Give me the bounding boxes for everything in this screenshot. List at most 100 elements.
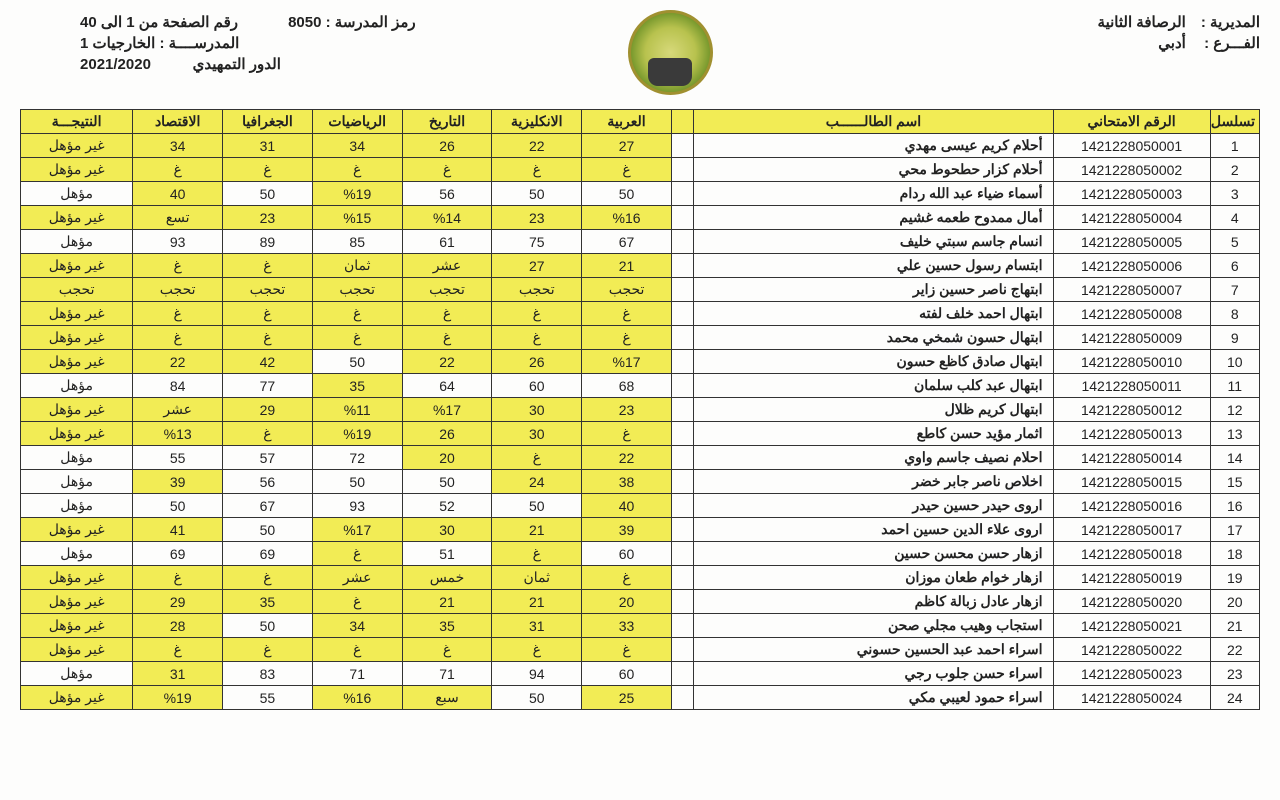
cell-math: %17 [312, 518, 402, 542]
cell-english: 23 [492, 206, 582, 230]
cell-math: غ [312, 542, 402, 566]
col-seq: تسلسل [1210, 110, 1259, 134]
cell-econ: 50 [133, 494, 223, 518]
cell-arabic: 60 [582, 542, 672, 566]
cell-math: غ [312, 638, 402, 662]
cell-arabic: 22 [582, 446, 672, 470]
cell-english: غ [492, 302, 582, 326]
cell-result: مؤهل [21, 374, 133, 398]
cell-seq: 20 [1210, 590, 1259, 614]
cell-geo: غ [223, 566, 313, 590]
cell-seq: 24 [1210, 686, 1259, 710]
cell-name: اثمار مؤيد حسن كاطع [694, 422, 1053, 446]
cell-name: ازهار عادل زبالة كاظم [694, 590, 1053, 614]
cell-blank [671, 566, 693, 590]
cell-history: تحجب [402, 278, 492, 302]
cell-exam: 1421228050012 [1053, 398, 1210, 422]
cell-arabic: 38 [582, 470, 672, 494]
cell-blank [671, 614, 693, 638]
cell-english: غ [492, 326, 582, 350]
cell-seq: 16 [1210, 494, 1259, 518]
cell-geo: 29 [223, 398, 313, 422]
table-row: 161421228050016اروى حيدر حسين حيدر405052… [21, 494, 1260, 518]
cell-math: 35 [312, 374, 402, 398]
cell-blank [671, 206, 693, 230]
cell-geo: غ [223, 302, 313, 326]
cell-econ: %19 [133, 686, 223, 710]
table-row: 171421228050017اروى علاء الدين حسين احمد… [21, 518, 1260, 542]
cell-econ: 29 [133, 590, 223, 614]
cell-blank [671, 182, 693, 206]
page-range: رقم الصفحة من 1 الى 40 [80, 14, 238, 31]
table-row: 201421228050020ازهار عادل زبالة كاظم2021… [21, 590, 1260, 614]
cell-english: 22 [492, 134, 582, 158]
cell-history: 51 [402, 542, 492, 566]
cell-geo: 77 [223, 374, 313, 398]
cell-history: 21 [402, 590, 492, 614]
cell-arabic: 60 [582, 662, 672, 686]
cell-history: 56 [402, 182, 492, 206]
cell-history: خمس [402, 566, 492, 590]
cell-exam: 1421228050017 [1053, 518, 1210, 542]
cell-english: 26 [492, 350, 582, 374]
cell-geo: غ [223, 326, 313, 350]
cell-name: أحلام كريم عيسى مهدي [694, 134, 1053, 158]
branch-value: أدبي [1158, 35, 1186, 52]
cell-result: مؤهل [21, 446, 133, 470]
cell-math: %15 [312, 206, 402, 230]
cell-math: 50 [312, 470, 402, 494]
table-row: 51421228050005انسام جاسم سبتي خليف677561… [21, 230, 1260, 254]
header-left-block: رمز المدرسة : 8050 رقم الصفحة من 1 الى 4… [20, 10, 473, 76]
cell-english: 27 [492, 254, 582, 278]
cell-blank [671, 278, 693, 302]
cell-history: 20 [402, 446, 492, 470]
cell-blank [671, 590, 693, 614]
cell-geo: 23 [223, 206, 313, 230]
cell-name: ابتسام رسول حسين علي [694, 254, 1053, 278]
cell-name: احلام نصيف جاسم واوي [694, 446, 1053, 470]
cell-exam: 1421228050016 [1053, 494, 1210, 518]
cell-econ: غ [133, 326, 223, 350]
cell-seq: 6 [1210, 254, 1259, 278]
cell-history: 61 [402, 230, 492, 254]
col-geo: الجغرافيا [223, 110, 313, 134]
cell-econ: تسع [133, 206, 223, 230]
cell-history: غ [402, 302, 492, 326]
cell-math: %11 [312, 398, 402, 422]
table-row: 231421228050023اسراء حسن جلوب رجي6094717… [21, 662, 1260, 686]
cell-result: مؤهل [21, 494, 133, 518]
cell-blank [671, 518, 693, 542]
cell-geo: 55 [223, 686, 313, 710]
cell-result: غير مؤهل [21, 638, 133, 662]
cell-arabic: 25 [582, 686, 672, 710]
cell-seq: 13 [1210, 422, 1259, 446]
cell-english: 60 [492, 374, 582, 398]
cell-arabic: غ [582, 158, 672, 182]
cell-history: 35 [402, 614, 492, 638]
cell-blank [671, 302, 693, 326]
cell-exam: 1421228050005 [1053, 230, 1210, 254]
school-name-value: الخارجيات 1 [80, 35, 155, 52]
cell-result: غير مؤهل [21, 302, 133, 326]
table-row: 11421228050001أحلام كريم عيسى مهدي272226… [21, 134, 1260, 158]
cell-result: مؤهل [21, 230, 133, 254]
cell-english: غ [492, 638, 582, 662]
cell-exam: 1421228050019 [1053, 566, 1210, 590]
cell-exam: 1421228050024 [1053, 686, 1210, 710]
cell-exam: 1421228050008 [1053, 302, 1210, 326]
col-english: الانكليزية [492, 110, 582, 134]
cell-history: غ [402, 326, 492, 350]
cell-seq: 8 [1210, 302, 1259, 326]
cell-blank [671, 350, 693, 374]
cell-arabic: 23 [582, 398, 672, 422]
cell-name: أمال ممدوح طعمه غشيم [694, 206, 1053, 230]
cell-econ: 40 [133, 182, 223, 206]
cell-blank [671, 422, 693, 446]
cell-blank [671, 446, 693, 470]
cell-exam: 1421228050010 [1053, 350, 1210, 374]
cell-arabic: 20 [582, 590, 672, 614]
cell-econ: 28 [133, 614, 223, 638]
table-row: 41421228050004أمال ممدوح طعمه غشيم%1623%… [21, 206, 1260, 230]
cell-math: 34 [312, 614, 402, 638]
cell-result: غير مؤهل [21, 422, 133, 446]
